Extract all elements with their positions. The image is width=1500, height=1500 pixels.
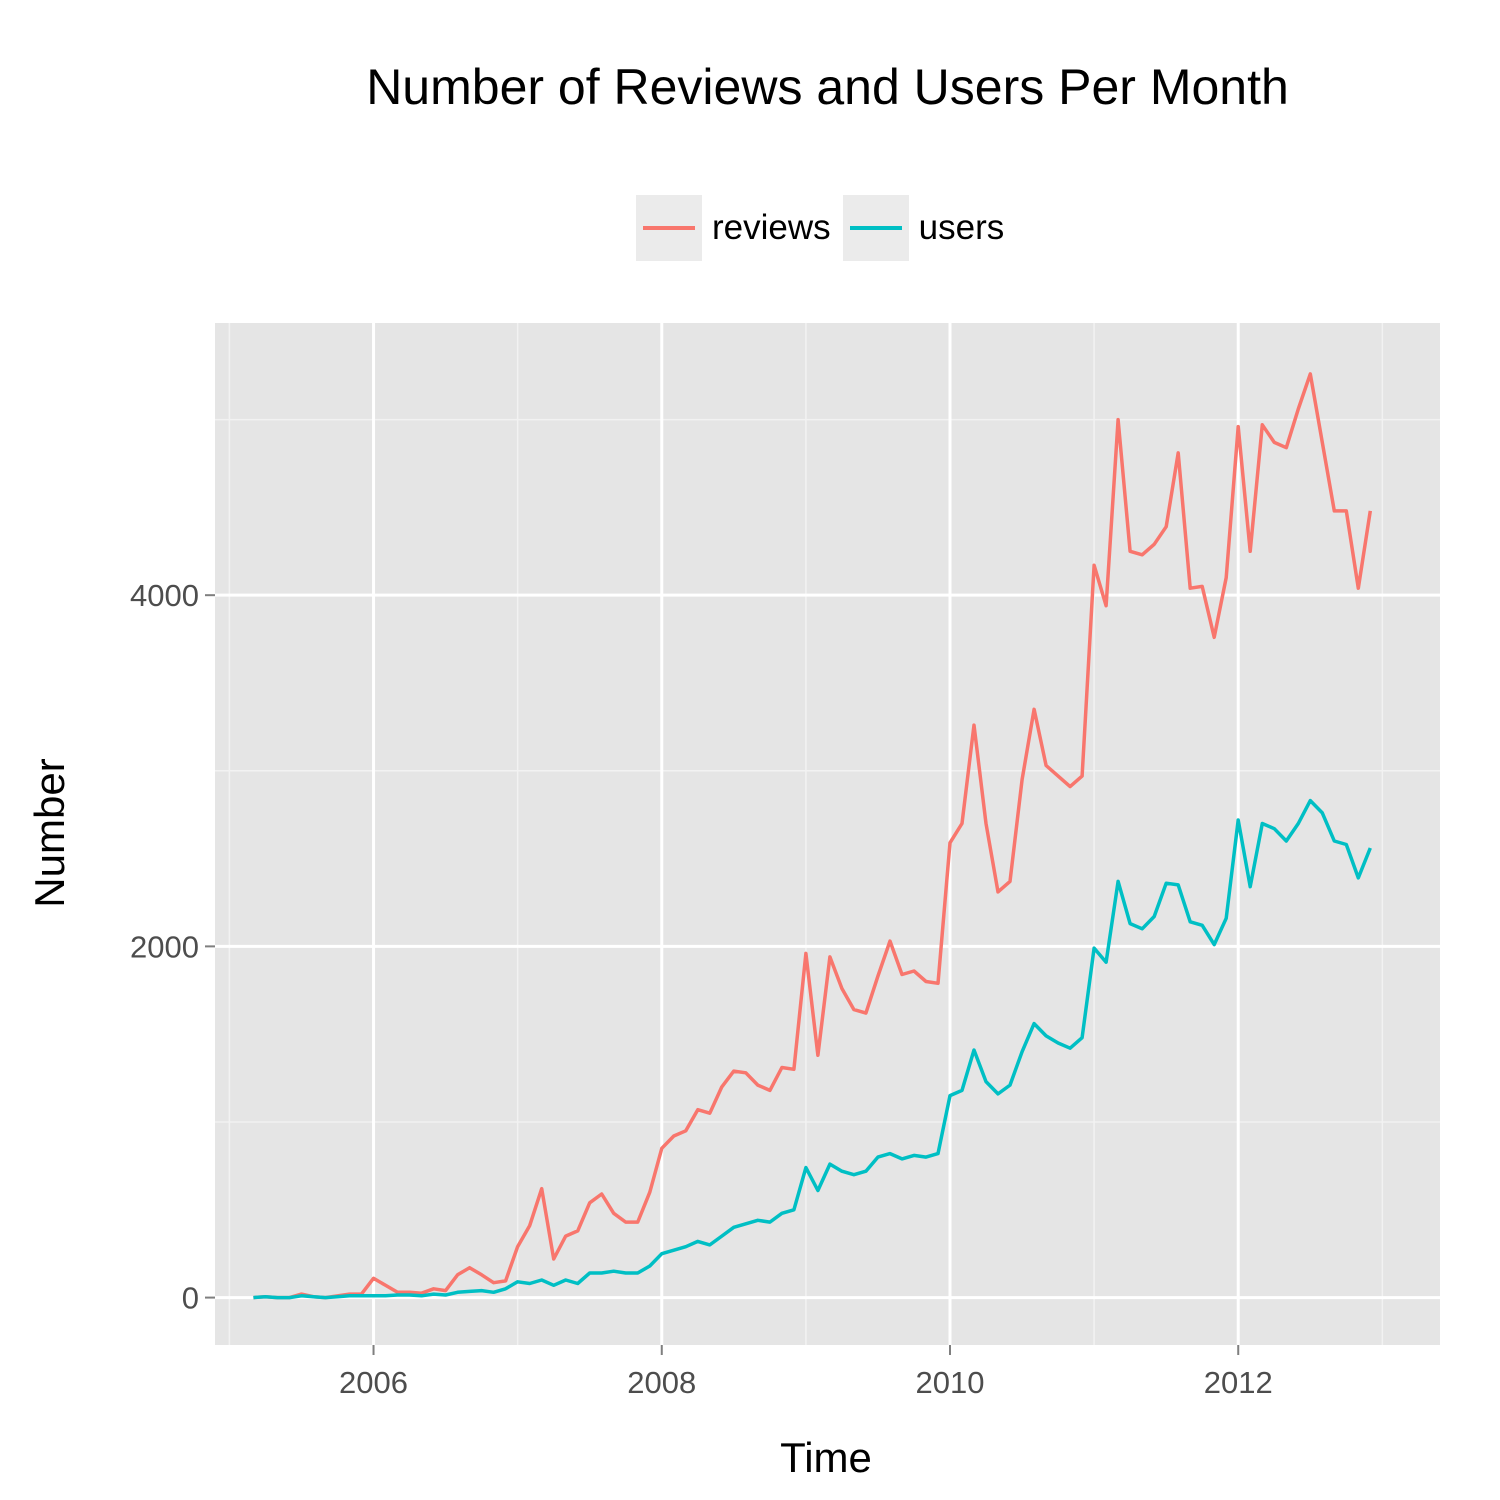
chart-title: Number of Reviews and Users Per Month xyxy=(366,59,1289,115)
series-line-reviews xyxy=(253,372,1373,1300)
legend-label-reviews: reviews xyxy=(712,208,831,247)
x-axis-title: Time xyxy=(780,1434,872,1481)
x-tick-label: 2008 xyxy=(627,1365,696,1400)
legend-label-users: users xyxy=(918,208,1005,247)
x-tick-label: 2006 xyxy=(339,1365,408,1400)
legend-item-reviews: reviews xyxy=(636,195,831,261)
x-tick-label: 2012 xyxy=(1204,1365,1273,1400)
legend-item-users: users xyxy=(842,195,1005,261)
x-tick-label: 2010 xyxy=(916,1365,985,1400)
y-axis-title: Number xyxy=(26,758,73,907)
series-line-users xyxy=(253,798,1372,1300)
legend: reviews users xyxy=(636,195,1016,261)
legend-key-reviews xyxy=(636,195,702,261)
y-tick-label: 4000 xyxy=(130,578,199,613)
y-tick-label: 2000 xyxy=(130,929,199,964)
legend-key-users xyxy=(842,195,909,261)
y-tick-label: 0 xyxy=(182,1281,199,1316)
